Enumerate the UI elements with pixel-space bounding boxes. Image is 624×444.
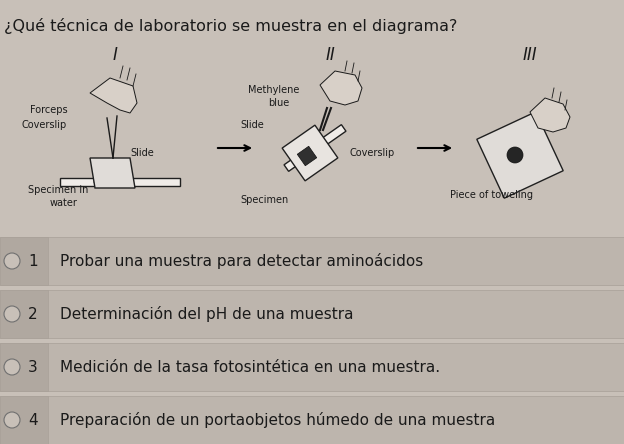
Text: ¿Qué técnica de laboratorio se muestra en el diagrama?: ¿Qué técnica de laboratorio se muestra e… — [4, 18, 457, 34]
Text: Determinación del pH de una muestra: Determinación del pH de una muestra — [60, 306, 354, 322]
Circle shape — [4, 306, 20, 322]
Ellipse shape — [507, 147, 523, 163]
Text: Coverslip: Coverslip — [22, 120, 67, 130]
Text: Forceps: Forceps — [30, 105, 67, 115]
Text: Coverslip: Coverslip — [350, 148, 395, 158]
Bar — [0, 396, 48, 444]
Text: Methylene: Methylene — [248, 85, 300, 95]
Polygon shape — [320, 71, 362, 105]
Text: 1: 1 — [28, 254, 38, 269]
Text: Preparación de un portaobjetos húmedo de una muestra: Preparación de un portaobjetos húmedo de… — [60, 412, 495, 428]
Bar — [0, 290, 624, 338]
Text: 2: 2 — [28, 306, 38, 321]
Polygon shape — [282, 125, 338, 181]
Bar — [0, 237, 48, 285]
Bar — [0, 343, 624, 391]
Bar — [0, 396, 624, 444]
Text: Slide: Slide — [240, 120, 264, 130]
Ellipse shape — [94, 179, 106, 185]
Text: II: II — [325, 46, 335, 64]
Text: III: III — [523, 46, 537, 64]
Polygon shape — [477, 112, 563, 198]
Text: blue: blue — [268, 98, 290, 108]
Text: Specimen in: Specimen in — [28, 185, 89, 195]
Polygon shape — [297, 146, 317, 166]
Text: Specimen: Specimen — [240, 195, 288, 205]
Text: Medición de la tasa fotosintética en una muestra.: Medición de la tasa fotosintética en una… — [60, 360, 440, 374]
Circle shape — [4, 253, 20, 269]
Text: water: water — [50, 198, 78, 208]
Bar — [60, 178, 180, 186]
Text: I: I — [112, 46, 117, 64]
Polygon shape — [284, 125, 346, 171]
Bar — [0, 290, 48, 338]
Bar — [0, 237, 624, 285]
Text: Slide: Slide — [130, 148, 154, 158]
Circle shape — [4, 359, 20, 375]
Text: Piece of toweling: Piece of toweling — [450, 190, 533, 200]
Text: 3: 3 — [28, 360, 38, 374]
Bar — [0, 343, 48, 391]
Polygon shape — [90, 158, 135, 188]
Polygon shape — [530, 98, 570, 132]
Text: 4: 4 — [28, 412, 38, 428]
Polygon shape — [90, 78, 137, 113]
Text: Probar una muestra para detectar aminoácidos: Probar una muestra para detectar aminoác… — [60, 253, 423, 269]
Circle shape — [4, 412, 20, 428]
